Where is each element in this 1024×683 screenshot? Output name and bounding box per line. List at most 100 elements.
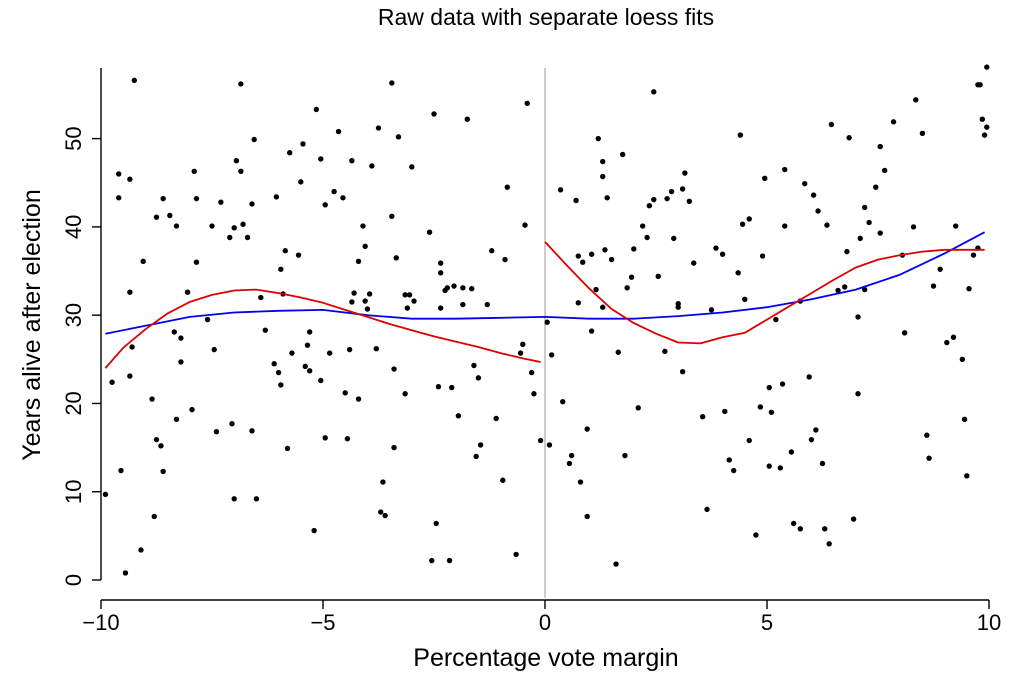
data-point bbox=[664, 195, 670, 202]
fit-lines bbox=[104, 231, 986, 369]
data-point bbox=[284, 445, 291, 452]
data-point bbox=[546, 442, 553, 448]
data-point bbox=[608, 256, 615, 263]
data-point bbox=[446, 557, 453, 564]
x-tick-label: 5 bbox=[761, 610, 773, 635]
data-point bbox=[342, 390, 348, 396]
data-point bbox=[522, 222, 528, 228]
data-point bbox=[493, 415, 499, 422]
data-point bbox=[802, 180, 808, 187]
data-point bbox=[355, 396, 362, 402]
data-point bbox=[726, 457, 732, 463]
data-point bbox=[620, 151, 626, 158]
data-point bbox=[746, 216, 752, 222]
data-point bbox=[624, 285, 630, 291]
data-point bbox=[766, 384, 772, 391]
loess-fit-line bbox=[104, 288, 541, 369]
data-point bbox=[331, 188, 337, 195]
data-point bbox=[779, 381, 786, 387]
data-point bbox=[604, 195, 610, 201]
data-point bbox=[473, 453, 479, 460]
data-point bbox=[271, 361, 277, 367]
data-point bbox=[635, 405, 641, 411]
data-point bbox=[346, 346, 353, 353]
data-point bbox=[662, 348, 668, 355]
data-point bbox=[926, 455, 932, 461]
data-point bbox=[451, 283, 457, 289]
data-point bbox=[449, 384, 455, 391]
data-point bbox=[731, 467, 737, 474]
data-point bbox=[178, 359, 184, 365]
data-point bbox=[209, 223, 215, 229]
data-point bbox=[502, 256, 508, 263]
data-point bbox=[595, 135, 601, 142]
data-point bbox=[229, 421, 235, 427]
x-tick-label: 10 bbox=[977, 610, 1001, 635]
data-point bbox=[737, 132, 744, 138]
data-point bbox=[844, 248, 850, 255]
data-point bbox=[575, 300, 581, 306]
data-point bbox=[437, 305, 444, 311]
data-point bbox=[808, 436, 815, 443]
data-point bbox=[646, 203, 653, 209]
data-point bbox=[566, 460, 573, 467]
data-point bbox=[433, 520, 439, 527]
data-point bbox=[819, 460, 826, 467]
data-point bbox=[306, 329, 313, 335]
data-point bbox=[322, 435, 328, 441]
chart-title: Raw data with separate loess fits bbox=[378, 4, 714, 30]
data-point bbox=[231, 496, 237, 502]
data-point bbox=[790, 520, 797, 527]
data-point bbox=[588, 328, 595, 334]
y-tick-label: 30 bbox=[61, 303, 86, 327]
data-point bbox=[289, 350, 295, 356]
data-point bbox=[528, 369, 535, 376]
data-point bbox=[806, 374, 812, 380]
x-tick-label: −10 bbox=[82, 610, 119, 635]
data-point bbox=[455, 413, 462, 419]
data-point bbox=[500, 477, 506, 483]
data-point bbox=[577, 479, 584, 485]
data-point bbox=[557, 187, 564, 193]
data-point bbox=[304, 342, 311, 348]
data-point bbox=[238, 81, 244, 87]
data-point bbox=[575, 253, 581, 259]
data-point bbox=[366, 291, 373, 297]
data-point bbox=[184, 289, 191, 295]
data-point bbox=[584, 426, 590, 432]
data-point bbox=[631, 246, 637, 252]
data-point bbox=[213, 428, 220, 435]
data-point bbox=[102, 491, 109, 498]
data-point bbox=[313, 106, 320, 113]
data-point bbox=[362, 298, 368, 304]
data-point bbox=[429, 557, 435, 564]
data-point bbox=[191, 168, 197, 174]
data-point bbox=[877, 143, 883, 150]
data-point bbox=[231, 225, 237, 231]
data-point bbox=[615, 349, 621, 355]
data-point bbox=[762, 175, 768, 182]
data-point bbox=[655, 273, 661, 280]
data-point bbox=[402, 391, 408, 397]
data-point bbox=[393, 255, 399, 261]
y-tick-label: 40 bbox=[61, 215, 86, 239]
data-point bbox=[437, 270, 444, 276]
y-axis: 0 10 20 30 40 50 bbox=[61, 68, 102, 586]
data-point bbox=[768, 409, 775, 415]
data-point bbox=[944, 339, 950, 346]
data-point bbox=[375, 125, 382, 131]
data-point bbox=[171, 329, 177, 335]
data-point bbox=[406, 292, 413, 298]
data-point bbox=[964, 473, 970, 479]
data-point bbox=[746, 437, 752, 444]
data-point bbox=[719, 251, 726, 257]
data-point bbox=[151, 513, 157, 520]
data-point bbox=[602, 247, 608, 253]
data-point bbox=[351, 290, 357, 296]
data-point bbox=[881, 167, 888, 174]
data-point bbox=[782, 166, 788, 173]
data-point bbox=[251, 136, 257, 143]
data-point bbox=[651, 89, 657, 95]
data-point bbox=[953, 223, 959, 229]
data-point bbox=[910, 224, 917, 230]
